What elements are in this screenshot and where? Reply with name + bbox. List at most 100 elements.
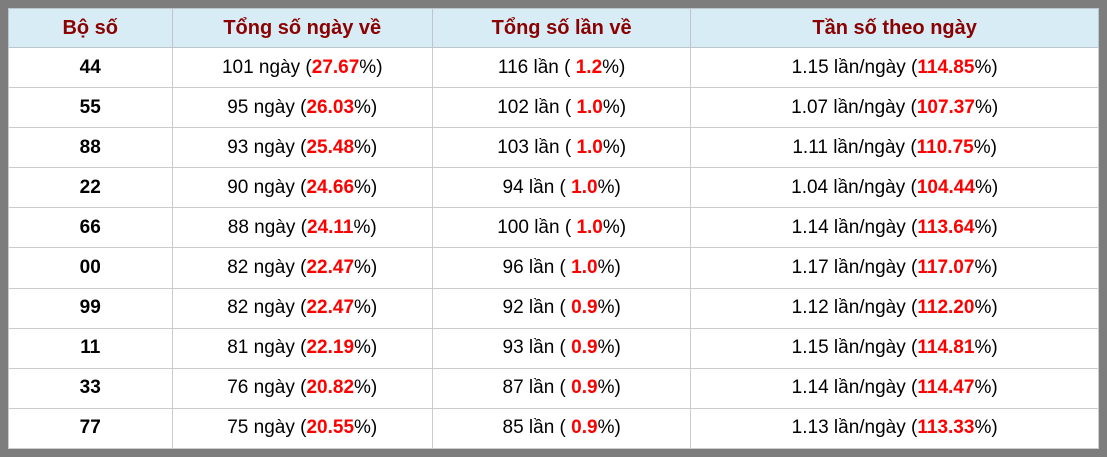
times-text: 102 lần ( [497,96,577,118]
percent-suffix: %) [353,216,377,238]
cell-daily-frequency: 1.07 lần/ngày (107.37%) [690,87,1099,129]
times-text: 85 lần ( [502,417,572,439]
cell-total-days: 93 ngày (25.48%) [171,127,433,169]
pair-number-value: 99 [79,297,101,319]
times-percent: 0.9 [571,297,598,319]
percent-suffix: %) [354,257,378,279]
days-percent: 22.47 [306,257,355,279]
cell-daily-frequency: 1.14 lần/ngày (113.64%) [690,207,1099,249]
cell-total-times: 116 lần ( 1.2%) [431,46,692,89]
pair-number-value: 66 [79,216,101,238]
days-percent: 22.47 [306,297,355,319]
cell-total-days: 76 ngày (20.82%) [171,367,433,409]
percent-suffix: %) [602,56,626,78]
cell-daily-frequency: 1.14 lần/ngày (114.47%) [690,367,1099,409]
table-row: 66 88 ngày (24.11%) 100 lần ( 1.0%) 1.14… [8,207,1099,249]
cell-total-days: 81 ngày (22.19%) [171,327,433,369]
percent-suffix: %) [973,136,997,158]
percent-suffix: %) [974,96,999,118]
times-percent: 1.0 [576,216,603,238]
days-text: 93 ngày ( [227,136,307,158]
header-pair-number: Bộ số [8,8,173,48]
times-percent: 1.0 [576,136,603,158]
percent-suffix: %) [354,377,378,399]
percent-suffix: %) [354,176,378,198]
percent-suffix: %) [974,337,998,359]
pair-number-value: 00 [79,257,101,279]
percent-suffix: %) [359,56,383,78]
times-percent: 0.9 [571,337,598,359]
table-row: 22 90 ngày (24.66%) 94 lần ( 1.0%) 1.04 … [8,167,1099,209]
cell-pair-number: 00 [8,247,173,289]
cell-daily-frequency: 1.17 lần/ngày (117.07%) [690,247,1099,289]
percent-suffix: %) [597,176,621,198]
percent-suffix: %) [974,257,998,279]
cell-daily-frequency: 1.15 lần/ngày (114.81%) [690,327,1099,369]
cell-total-days: 90 ngày (24.66%) [171,167,433,209]
pair-number-value: 88 [79,136,101,158]
times-percent: 1.0 [571,176,598,198]
cell-daily-frequency: 1.13 lần/ngày (113.33%) [690,407,1099,450]
cell-daily-frequency: 1.12 lần/ngày (112.20%) [690,287,1099,329]
percent-suffix: %) [597,417,621,439]
table-row: 11 81 ngày (22.19%) 93 lần ( 0.9%) 1.15 … [8,327,1099,369]
cell-daily-frequency: 1.15 lần/ngày (114.85%) [690,46,1099,89]
percent-suffix: %) [602,96,627,118]
percent-suffix: %) [974,216,998,238]
times-text: 116 lần ( [497,56,576,78]
percent-suffix: %) [597,297,621,319]
cell-total-times: 102 lần ( 1.0%) [431,87,692,129]
percent-suffix: %) [354,136,378,158]
times-text: 92 lần ( [502,297,572,319]
days-percent: 20.55 [306,417,355,439]
times-text: 94 lần ( [502,176,572,198]
header-daily-frequency: Tần số theo ngày [690,8,1099,48]
cell-total-times: 92 lần ( 0.9%) [431,287,692,329]
frequency-percent: 113.64 [917,216,975,238]
days-percent: 26.03 [306,96,355,118]
days-percent: 22.19 [306,337,355,359]
days-text: 90 ngày ( [227,176,307,198]
header-total-times: Tổng số lần về [431,8,692,48]
cell-total-days: 82 ngày (22.47%) [171,287,433,329]
frequency-percent: 114.81 [917,337,975,359]
days-percent: 27.67 [311,56,360,78]
frequency-text: 1.12 lần/ngày ( [791,297,918,319]
table-row: 99 82 ngày (22.47%) 92 lần ( 0.9%) 1.12 … [8,287,1099,329]
times-percent: 1.0 [571,257,598,279]
cell-total-times: 87 lần ( 0.9%) [431,367,692,409]
cell-total-days: 75 ngày (20.55%) [171,407,433,450]
days-percent: 20.82 [306,377,355,399]
days-text: 88 ngày ( [227,216,307,238]
frequency-text: 1.14 lần/ngày ( [791,216,918,238]
lottery-pair-stats-table: Bộ số Tổng số ngày về Tổng số lần về Tần… [8,8,1099,450]
frequency-percent: 107.37 [916,96,975,118]
frequency-text: 1.15 lần/ngày ( [791,337,918,359]
frequency-text: 1.14 lần/ngày ( [791,377,918,399]
percent-suffix: %) [974,176,999,198]
pair-number-value: 22 [79,176,101,198]
table-header: Bộ số Tổng số ngày về Tổng số lần về Tần… [8,8,1099,48]
days-text: 75 ngày ( [227,417,307,439]
cell-pair-number: 22 [8,167,173,209]
header-row: Bộ số Tổng số ngày về Tổng số lần về Tần… [8,8,1099,48]
times-percent: 1.2 [575,56,603,78]
cell-pair-number: 55 [8,87,173,129]
cell-total-days: 95 ngày (26.03%) [171,87,433,129]
table-row: 33 76 ngày (20.82%) 87 lần ( 0.9%) 1.14 … [8,367,1099,409]
cell-total-days: 82 ngày (22.47%) [171,247,433,289]
times-text: 100 lần ( [497,216,577,238]
frequency-text: 1.04 lần/ngày ( [791,176,917,198]
table-row: 77 75 ngày (20.55%) 85 lần ( 0.9%) 1.13 … [8,407,1099,450]
pair-number-value: 33 [79,377,101,399]
cell-pair-number: 66 [8,207,173,249]
frequency-percent: 104.44 [916,176,975,198]
table-body: 44 101 ngày (27.67%) 116 lần ( 1.2%) 1.1… [8,46,1099,450]
pair-number-value: 44 [79,56,101,78]
times-text: 96 lần ( [502,257,572,279]
frequency-percent: 114.47 [917,377,975,399]
table-row: 55 95 ngày (26.03%) 102 lần ( 1.0%) 1.07… [8,87,1099,129]
days-percent: 25.48 [306,136,355,158]
percent-suffix: %) [597,377,621,399]
